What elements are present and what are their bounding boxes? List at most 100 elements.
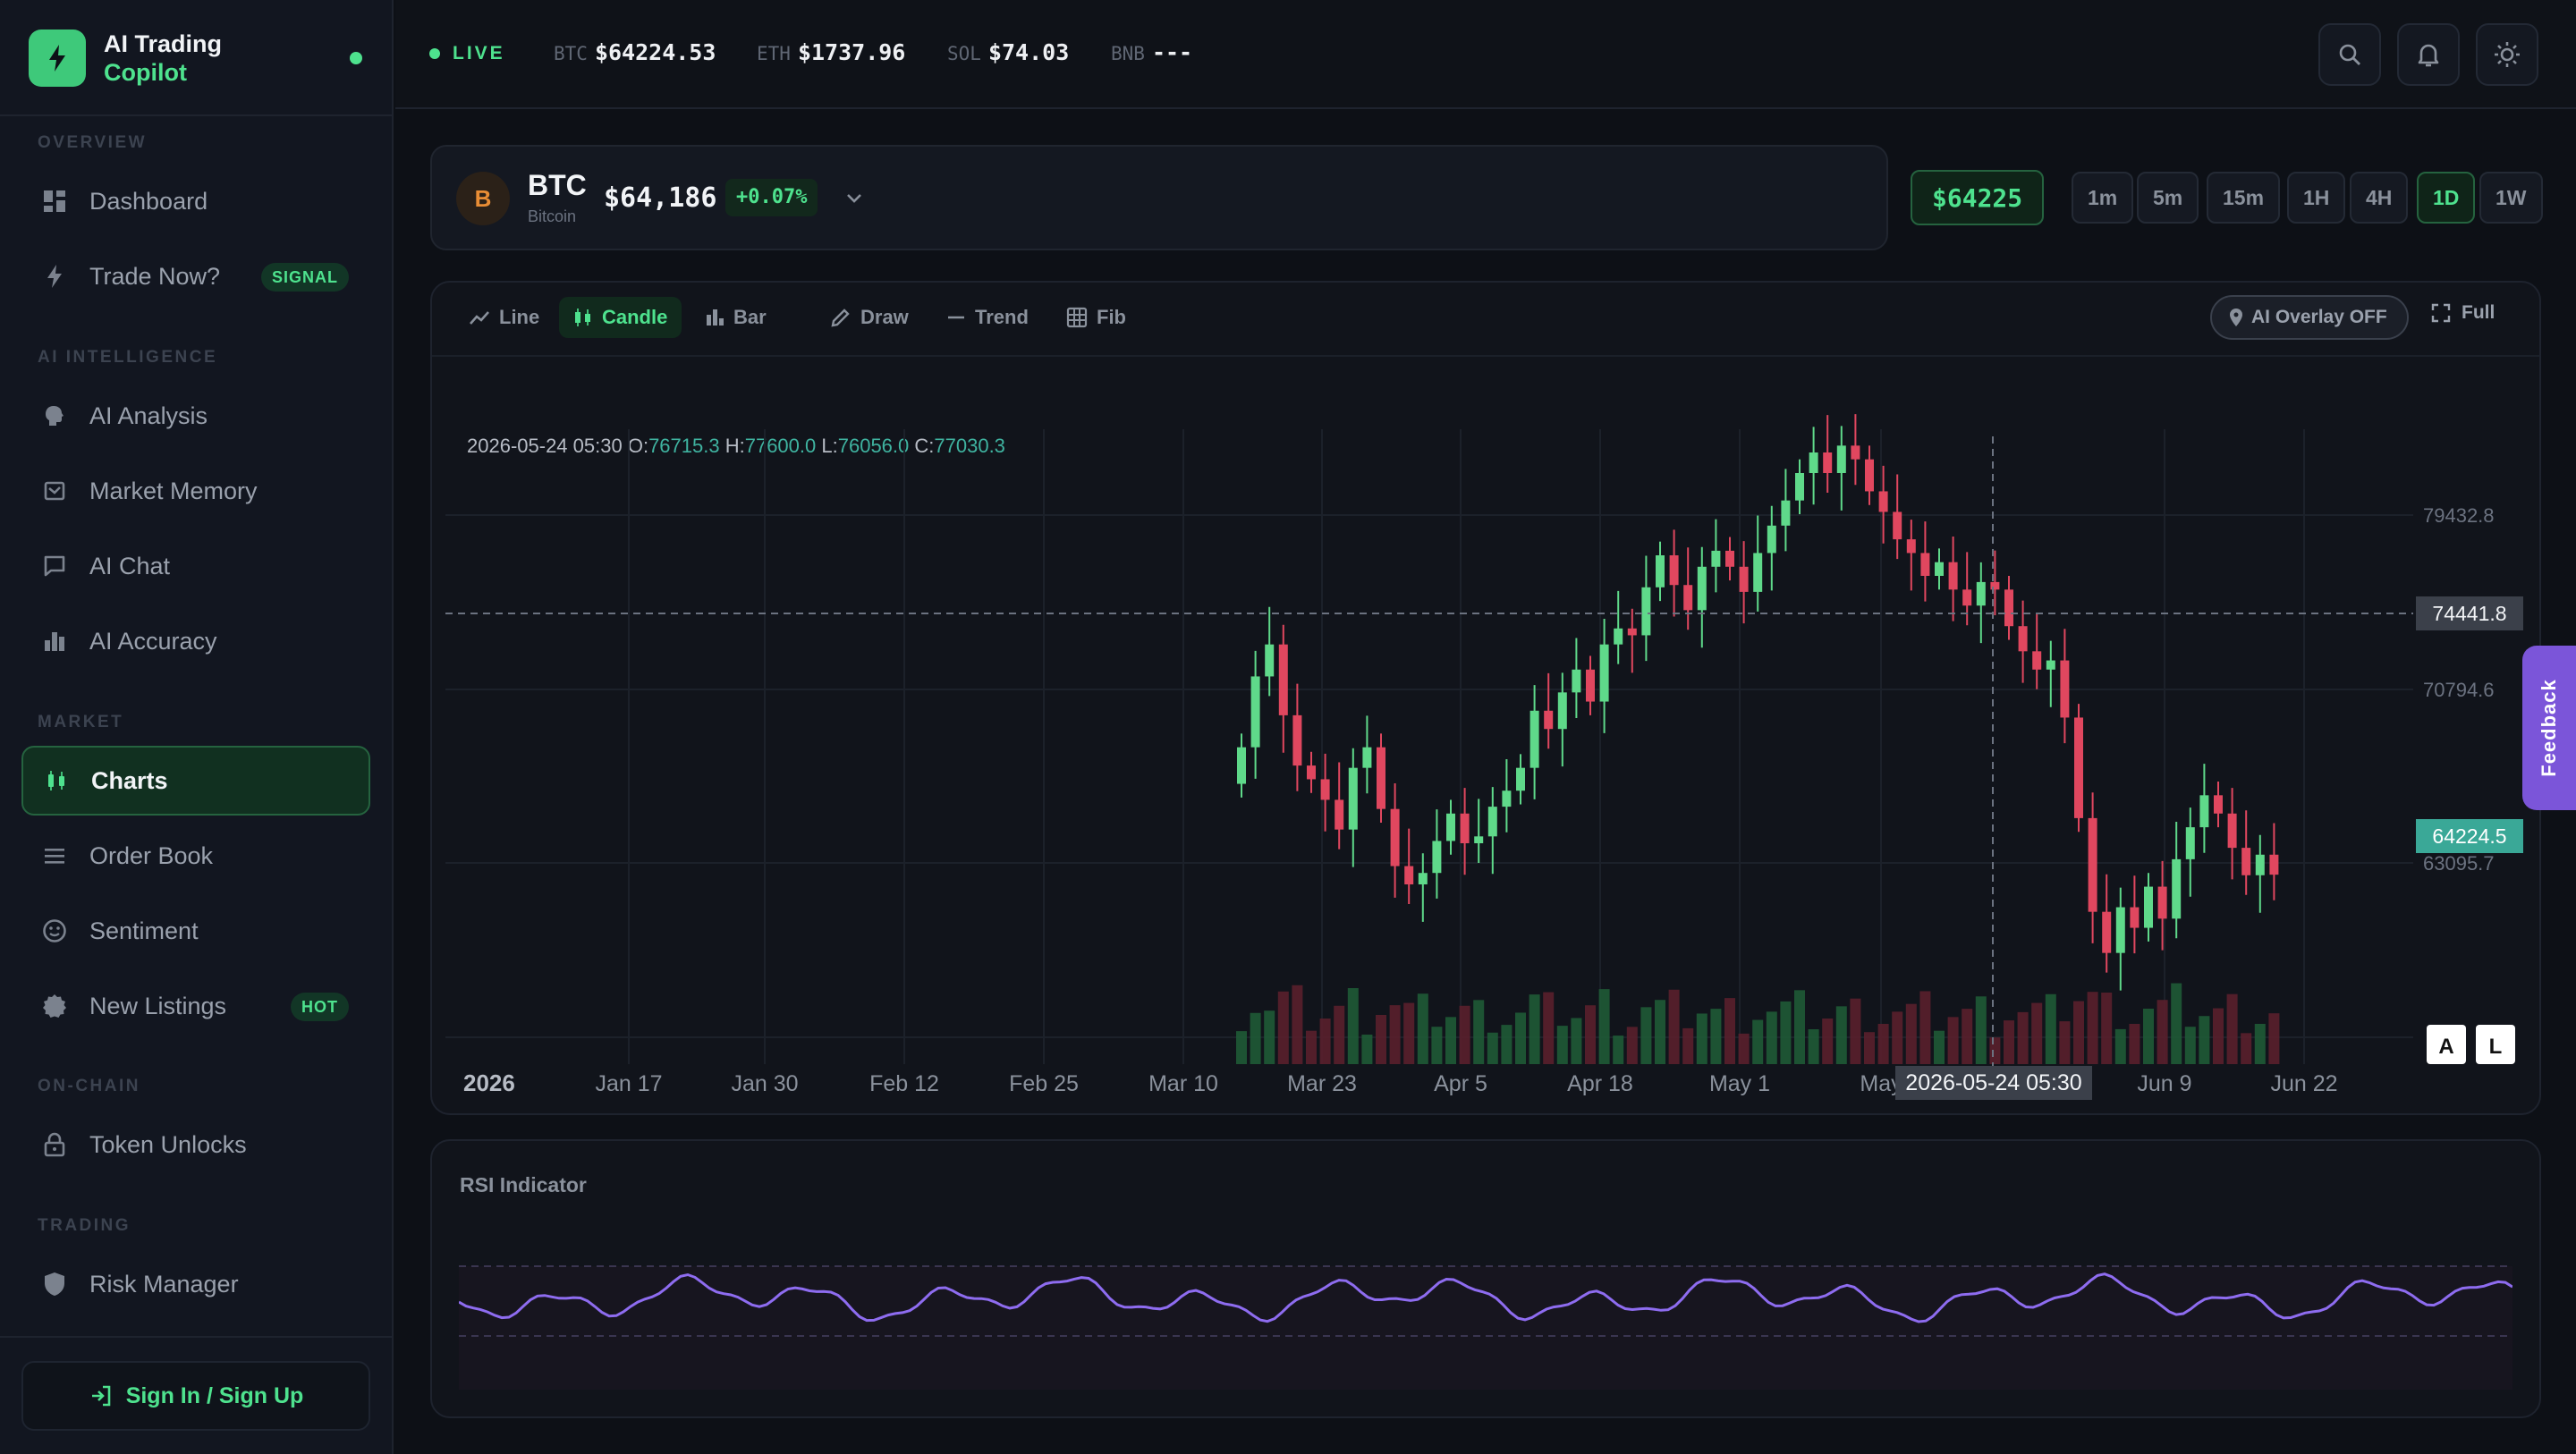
sidebar-footer-divider <box>0 1336 392 1338</box>
candle-body <box>1572 670 1580 693</box>
crosshair-price-tag: 74441.8 <box>2432 602 2506 625</box>
trend-tool[interactable]: Trend <box>932 297 1043 338</box>
draw-label: Draw <box>860 306 909 329</box>
bar-chart-icon <box>41 628 68 655</box>
volume-bar <box>2129 1024 2140 1064</box>
sidebar-item-label: Sentiment <box>89 917 199 945</box>
feedback-label: Feedback <box>2538 679 2561 777</box>
sidebar-item-label: AI Accuracy <box>89 628 217 655</box>
fullscreen-button[interactable]: Full <box>2431 302 2495 324</box>
sidebar-item-dashboard[interactable]: Dashboard <box>21 166 370 236</box>
volume-bar <box>1934 1031 1945 1064</box>
sidebar-item-ai-analysis[interactable]: AI Analysis <box>21 381 370 451</box>
live-indicator: LIVE <box>453 43 505 64</box>
ticker-bnb: BNB --- <box>1111 39 1192 65</box>
chat-icon <box>41 553 68 579</box>
candle-body <box>2074 717 2083 817</box>
online-status-dot <box>350 52 362 64</box>
sidebar-item-token-unlocks[interactable]: Token Unlocks <box>21 1110 370 1179</box>
draw-tool[interactable]: Draw <box>816 297 923 338</box>
timeframe-1w[interactable]: 1W <box>2479 172 2543 224</box>
volume-bar <box>1487 1033 1498 1064</box>
sidebar-item-risk-manager[interactable]: Risk Manager <box>21 1249 370 1319</box>
sign-in-button[interactable]: Sign In / Sign Up <box>21 1361 370 1431</box>
section-ai-intelligence: AI INTELLIGENCE <box>38 348 217 368</box>
feedback-tab[interactable]: Feedback <box>2522 646 2576 810</box>
timeframe-15m[interactable]: 15m <box>2207 172 2280 224</box>
expand-icon <box>2431 303 2451 323</box>
brand-subtitle: Copilot <box>104 59 187 87</box>
asset-name: Bitcoin <box>528 207 576 226</box>
sidebar-item-label: AI Chat <box>89 553 170 580</box>
sidebar: AI Trading Copilot OVERVIEW Dashboard Tr… <box>0 0 394 1454</box>
timeframe-5m[interactable]: 5m <box>2137 172 2199 224</box>
candlestick-icon <box>43 767 70 794</box>
timeframe-4h[interactable]: 4H <box>2350 172 2408 224</box>
shield-icon <box>41 1271 68 1298</box>
timeframe-1h[interactable]: 1H <box>2287 172 2345 224</box>
candle-body <box>2158 887 2167 919</box>
sidebar-item-label: New Listings <box>89 993 226 1020</box>
sidebar-item-new-listings[interactable]: New Listings HOT <box>21 971 370 1041</box>
timeframe-1m[interactable]: 1m <box>2072 172 2133 224</box>
candle-body <box>2199 795 2208 827</box>
sidebar-item-sentiment[interactable]: Sentiment <box>21 896 370 966</box>
chart-type-bar[interactable]: Bar <box>691 297 781 338</box>
candle-body <box>1419 873 1428 884</box>
volume-bar <box>1948 1017 1959 1064</box>
volume-bar <box>2143 1009 2154 1064</box>
volume-bar <box>1264 1010 1275 1064</box>
candle-body <box>1558 692 1567 729</box>
candle-body <box>1237 748 1246 784</box>
rsi-chart <box>459 1252 2512 1391</box>
candle-body <box>1767 526 1776 554</box>
ticker-btc: BTC $64224.53 <box>554 39 716 65</box>
sidebar-item-ai-chat[interactable]: AI Chat <box>21 531 370 601</box>
candle-body <box>2269 855 2278 875</box>
dashboard-icon <box>41 188 68 215</box>
notifications-button[interactable] <box>2397 23 2460 86</box>
auto-scale-label: A <box>2438 1035 2453 1059</box>
candle-body <box>1698 567 1707 611</box>
chevron-down-icon[interactable] <box>843 188 865 209</box>
fib-label: Fib <box>1097 306 1126 329</box>
volume-bar <box>1557 1026 1568 1064</box>
volume-bar <box>1613 1036 1623 1064</box>
pencil-icon <box>830 307 852 328</box>
sidebar-item-ai-accuracy[interactable]: AI Accuracy <box>21 606 370 676</box>
sidebar-item-trade-now[interactable]: Trade Now? SIGNAL <box>21 241 370 311</box>
search-button[interactable] <box>2318 23 2381 86</box>
sun-icon <box>2493 40 2521 69</box>
top-bar <box>395 0 2576 109</box>
volume-bar <box>2171 984 2182 1064</box>
sidebar-item-market-memory[interactable]: Market Memory <box>21 456 370 526</box>
brand-title: AI Trading <box>104 30 222 58</box>
volume-bar <box>1348 988 1359 1064</box>
candle-body <box>2019 626 2028 651</box>
chart-type-candle[interactable]: Candle <box>559 297 682 338</box>
candle-body <box>1461 814 1470 843</box>
candlestick-chart[interactable]: 2026 Jan 17 Jan 30 Feb 12 Feb 25 Mar 10 Mar 23… <box>432 358 2539 1109</box>
volume-bar <box>1334 1006 1344 1064</box>
timeframe-1d[interactable]: 1D <box>2417 172 2475 224</box>
ai-overlay-toggle[interactable]: AI Overlay OFF <box>2210 295 2409 340</box>
candle-body <box>2256 855 2265 875</box>
volume-bar <box>1809 1029 1819 1064</box>
volume-bar <box>1460 1006 1470 1064</box>
volume-bar <box>2157 1000 2168 1064</box>
rsi-title: RSI Indicator <box>460 1173 587 1197</box>
theme-toggle-button[interactable] <box>2476 23 2538 86</box>
fullscreen-label: Full <box>2462 302 2495 324</box>
sidebar-item-order-book[interactable]: Order Book <box>21 821 370 891</box>
x-tick-label: Apr 18 <box>1567 1071 1633 1096</box>
fib-tool[interactable]: Fib <box>1052 297 1140 338</box>
chart-type-line[interactable]: Line <box>454 297 554 338</box>
brand[interactable]: AI Trading Copilot <box>0 0 392 116</box>
candle-body <box>2032 651 2041 669</box>
volume-bar <box>2018 1012 2029 1064</box>
candle-body <box>1265 645 1274 677</box>
volume-bar <box>1390 1005 1401 1064</box>
sidebar-item-label: AI Analysis <box>89 402 208 430</box>
candle-body <box>1920 553 1929 576</box>
sidebar-item-charts[interactable]: Charts <box>21 746 370 816</box>
